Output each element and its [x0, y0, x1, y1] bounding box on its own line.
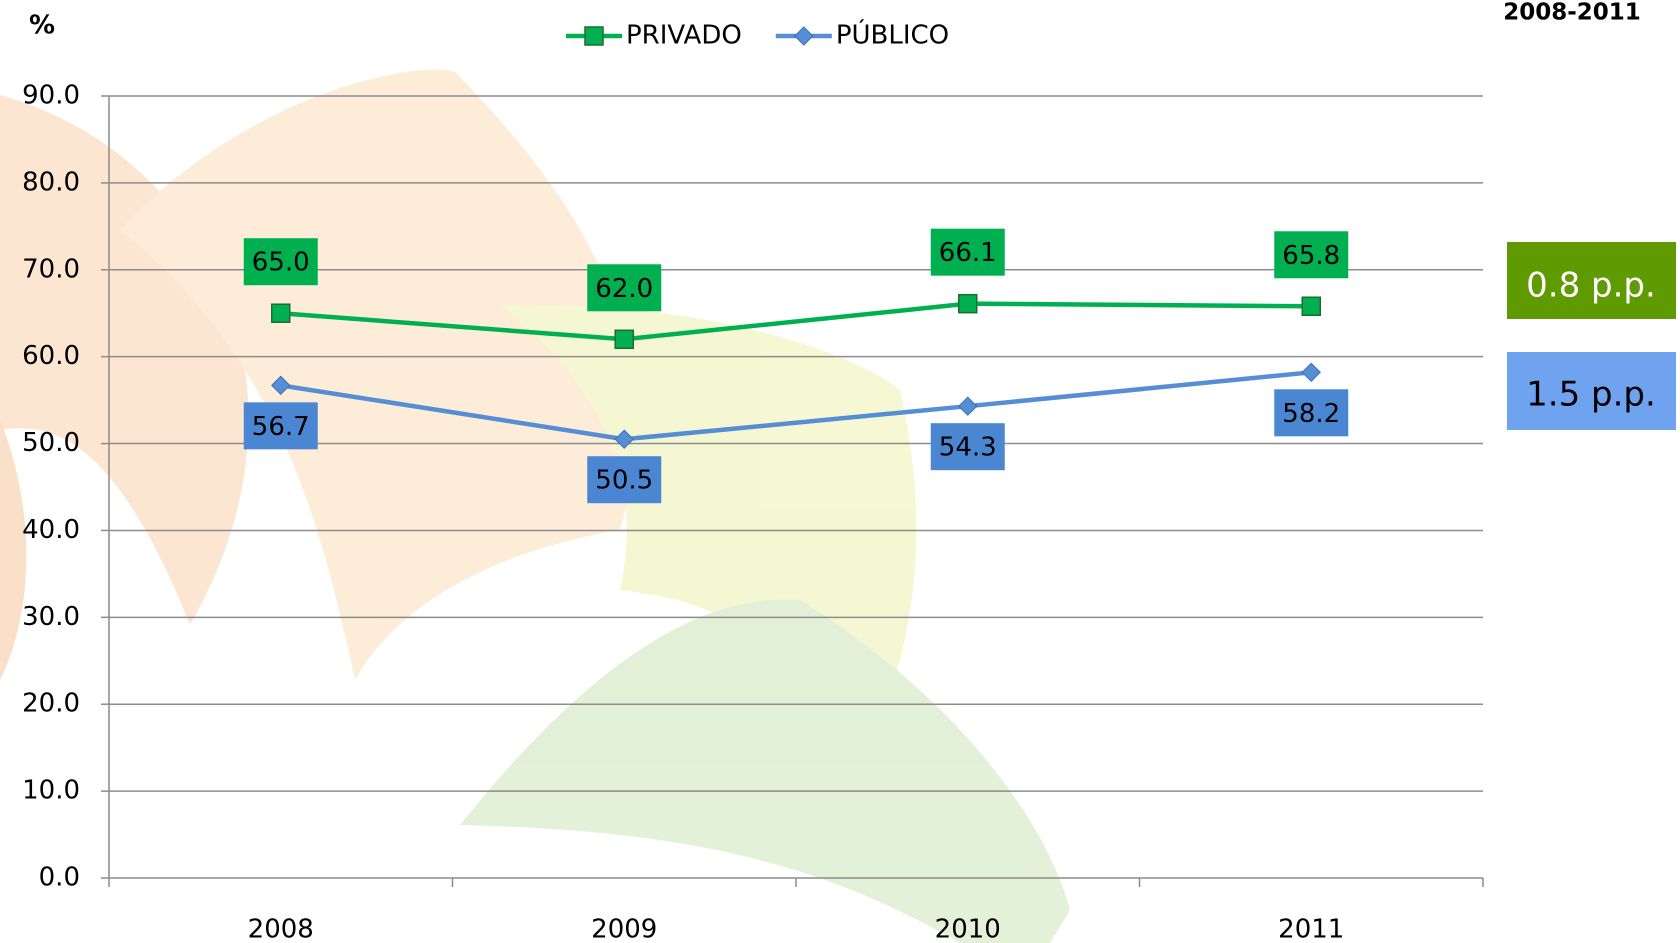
y-tick-label: 60.0	[22, 341, 80, 371]
data-label: 58.2	[1282, 399, 1340, 429]
y-tick-label: 90.0	[22, 81, 80, 111]
data-point	[959, 397, 977, 415]
page: % 2008-2011 0.8 p.p. 1.5 p.p. 0.0 10.0 20.…	[0, 0, 1680, 943]
legend-label: PÚBLICO	[836, 19, 949, 51]
annotation: 1.5 p.p.	[1526, 375, 1656, 415]
data-point	[1302, 363, 1320, 381]
y-tick-label: 50.0	[22, 428, 80, 458]
y-tick-label: 10.0	[22, 776, 80, 806]
chart: % 2008-2011 0.8 p.p. 1.5 p.p. 0.0 10.0 20.…	[0, 0, 1680, 943]
y-tick-label: 20.0	[22, 689, 80, 719]
x-tick-label: 2008	[248, 915, 314, 943]
y-tick-label: 80.0	[22, 167, 80, 197]
legend-marker	[795, 27, 813, 45]
data-point	[1302, 297, 1320, 315]
data-point	[959, 295, 977, 313]
data-label: 50.5	[595, 466, 653, 496]
data-label: 65.8	[1282, 241, 1340, 271]
x-tick-label: 2010	[935, 915, 1001, 943]
legend-marker	[585, 27, 603, 45]
x-tick-label: 2011	[1278, 915, 1344, 943]
y-tick-label: 70.0	[22, 254, 80, 284]
legend-label: PRIVADO	[626, 21, 742, 51]
data-label: 66.1	[939, 238, 997, 268]
data-point	[615, 330, 633, 348]
data-label: 65.0	[252, 248, 310, 278]
y-tick-label: 30.0	[22, 602, 80, 632]
y-tick-label: 40.0	[22, 515, 80, 545]
data-label: 56.7	[252, 412, 310, 442]
data-label: 54.3	[939, 433, 997, 463]
y-axis-label: %	[29, 11, 55, 41]
data-label: 62.0	[595, 274, 653, 304]
data-point	[272, 304, 290, 322]
y-tick-label: 0.0	[39, 863, 80, 893]
x-tick-label: 2009	[591, 915, 657, 943]
annotation: 0.8 p.p.	[1526, 266, 1656, 306]
background-decoration	[0, 70, 1070, 943]
period-label: 2008-2011	[1503, 0, 1641, 26]
